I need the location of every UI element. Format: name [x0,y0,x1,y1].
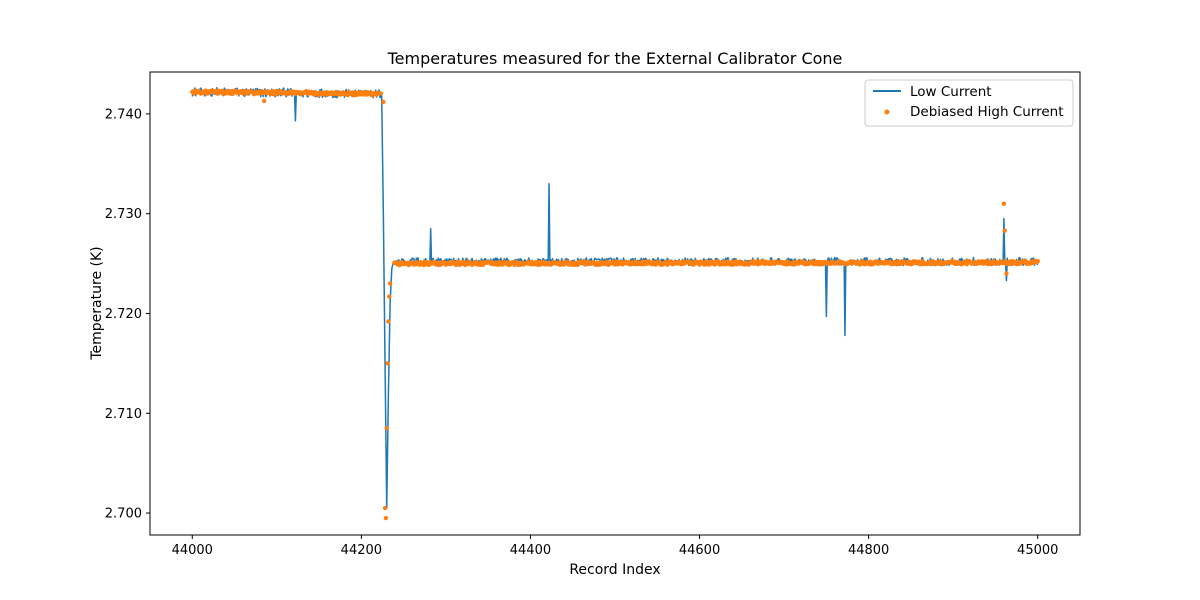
data-point [383,515,389,521]
x-axis-label: Record Index [569,562,660,578]
x-tick-label: 44600 [679,543,720,558]
legend: Low Current Debiased High Current [864,79,1074,127]
legend-point-swatch [884,109,890,115]
data-point [378,91,384,96]
y-tick-label: 2.730 [105,207,142,222]
x-tick-label: 44200 [341,543,382,558]
y-tick-label: 2.700 [105,507,142,522]
data-point [261,98,267,104]
chart-title: Temperatures measured for the External C… [387,49,843,68]
y-tick-label: 2.710 [105,407,142,422]
x-tick-label: 44000 [172,543,213,558]
data-point [386,319,391,324]
series-layer [190,87,1040,521]
y-tick-label: 2.720 [105,307,142,322]
legend-label-low-current: Low Current [910,84,992,100]
data-point [1001,201,1007,206]
plot-area [149,71,1081,536]
data-point [1002,228,1007,233]
data-point [385,361,390,366]
legend-label-debiased-high-current: Debiased High Current [910,104,1064,120]
data-point [382,505,388,511]
x-tick-label: 44400 [510,543,551,558]
y-axis: 2.700 2.710 2.720 2.730 2.740 [105,107,150,522]
data-point [387,281,393,286]
series-points-debiased-high-current [190,88,1040,521]
x-tick-label: 45000 [1017,543,1058,558]
x-axis: 44000 44200 44400 44600 44800 45000 [172,535,1058,558]
y-tick-label: 2.740 [105,107,142,122]
legend-box [864,79,1074,127]
x-tick-label: 44800 [848,543,889,558]
data-point [1035,258,1040,264]
data-point [387,294,392,299]
data-point [384,426,389,431]
y-axis-label: Temperature (K) [89,246,105,360]
plot-frame [149,71,1081,536]
data-point [1004,271,1009,276]
data-point [381,99,386,105]
